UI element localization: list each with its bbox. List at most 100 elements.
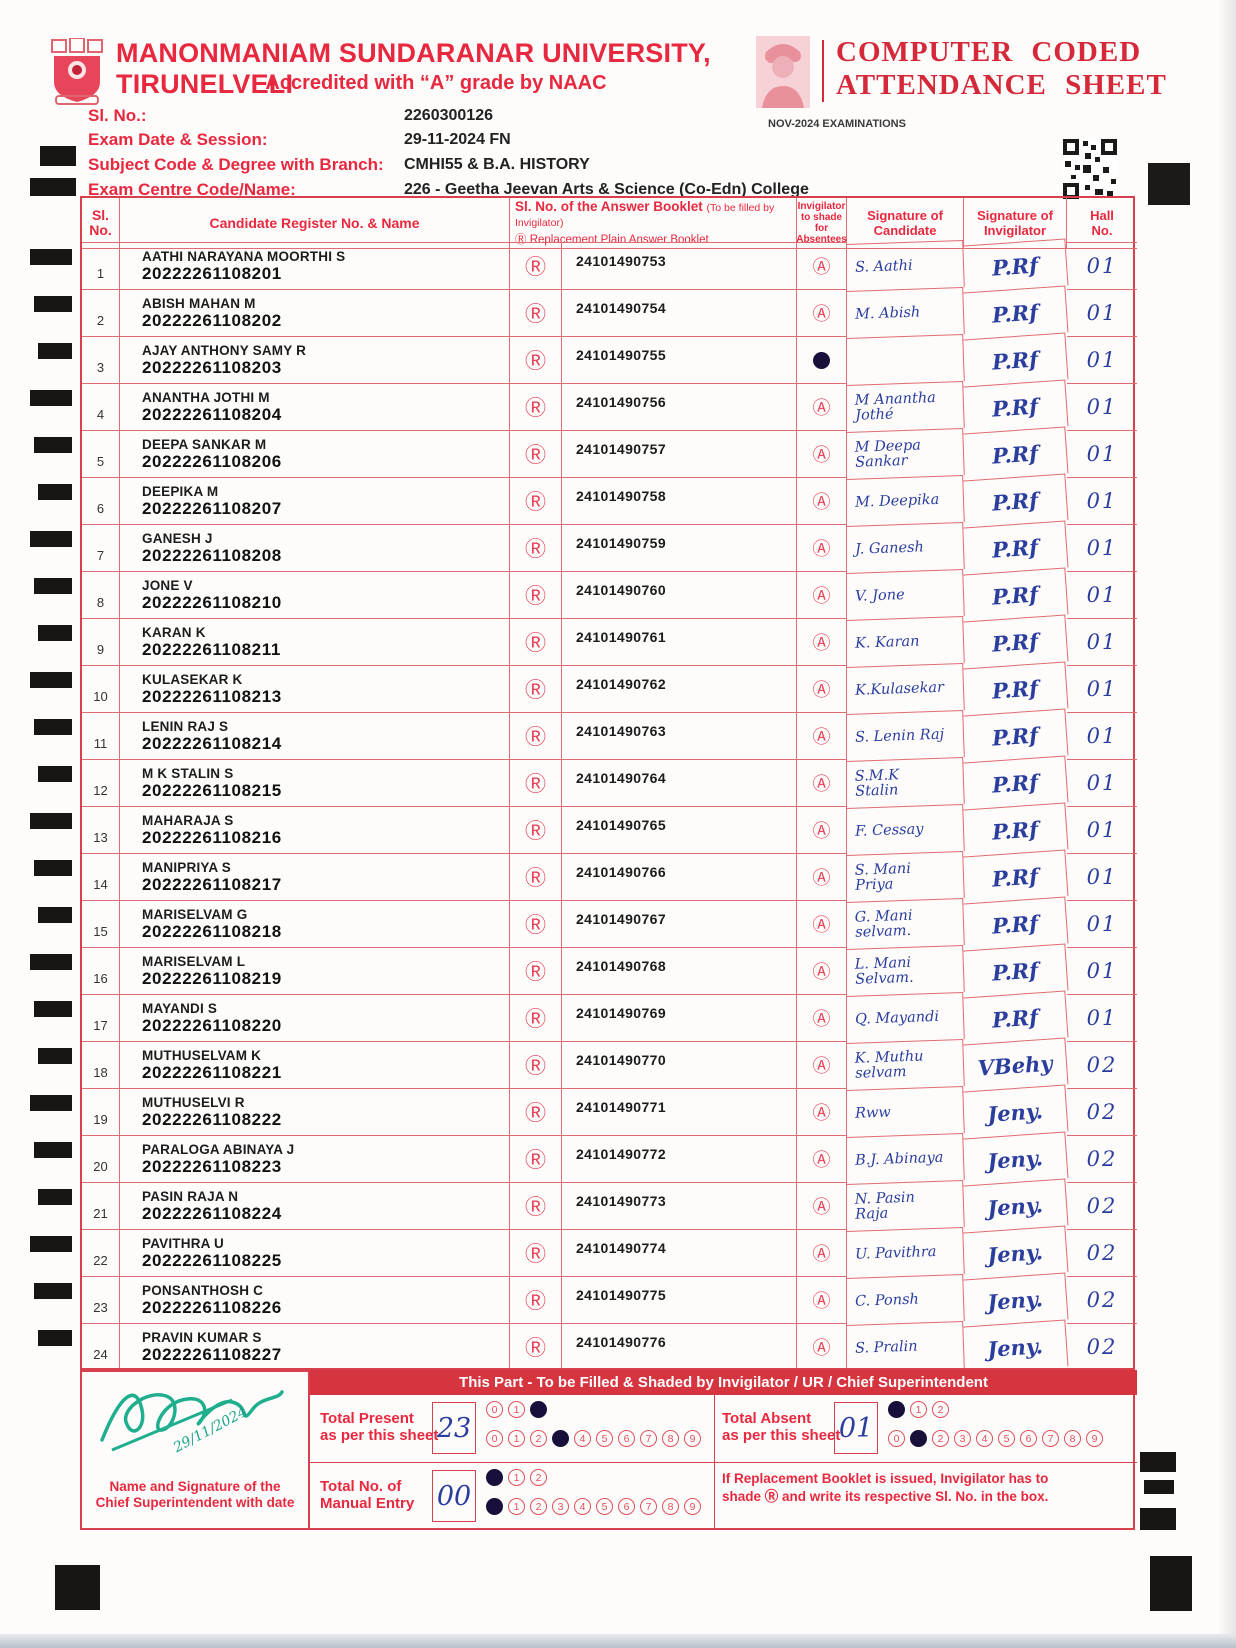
- replacement-shade-cell[interactable]: Ⓡ: [510, 430, 562, 477]
- manual-entry-tens-bubbles[interactable]: 012: [486, 1469, 547, 1486]
- absentee-shade-cell[interactable]: Ⓐ: [797, 712, 847, 759]
- total-absent-tens-bubbles[interactable]: 012: [888, 1401, 949, 1418]
- absentee-shade-cell[interactable]: Ⓐ: [797, 524, 847, 571]
- candidate-name: MAHARAJA S: [142, 812, 234, 828]
- shade-bubble-3[interactable]: 3: [954, 1430, 971, 1447]
- total-absent-units-bubbles[interactable]: 0123456789: [888, 1430, 1103, 1447]
- absentee-shade-cell[interactable]: Ⓐ: [797, 665, 847, 712]
- absentee-shade-cell[interactable]: Ⓐ: [797, 1041, 847, 1088]
- total-present-units-bubbles[interactable]: 0123456789: [486, 1430, 701, 1447]
- replacement-shade-cell[interactable]: Ⓡ: [510, 994, 562, 1041]
- shade-bubble-3[interactable]: 3: [552, 1498, 569, 1515]
- shade-bubble-4[interactable]: 4: [574, 1430, 591, 1447]
- absentee-shade-cell[interactable]: Ⓐ: [797, 1135, 847, 1182]
- manual-entry-value[interactable]: 00: [432, 1470, 476, 1522]
- replacement-shade-cell[interactable]: Ⓡ: [510, 289, 562, 336]
- shade-bubble-4[interactable]: 4: [574, 1498, 591, 1515]
- shade-bubble-4[interactable]: 4: [976, 1430, 993, 1447]
- absentee-shade-cell[interactable]: Ⓐ: [797, 1323, 847, 1370]
- absentee-shade-cell[interactable]: Ⓐ: [797, 430, 847, 477]
- replacement-shade-cell[interactable]: Ⓡ: [510, 1088, 562, 1135]
- replacement-shade-cell[interactable]: Ⓡ: [510, 853, 562, 900]
- absentee-shade-cell[interactable]: Ⓐ: [797, 383, 847, 430]
- replacement-shade-cell[interactable]: Ⓡ: [510, 665, 562, 712]
- hall-no: 01: [1067, 524, 1137, 571]
- replacement-shade-cell[interactable]: Ⓡ: [510, 336, 562, 383]
- absentee-shade-cell[interactable]: Ⓐ: [797, 806, 847, 853]
- replacement-shade-cell[interactable]: Ⓡ: [510, 477, 562, 524]
- replacement-shade-cell[interactable]: Ⓡ: [510, 947, 562, 994]
- shade-bubble-7[interactable]: 7: [640, 1498, 657, 1515]
- replacement-shade-cell[interactable]: Ⓡ: [510, 383, 562, 430]
- shade-bubble-9[interactable]: 9: [684, 1430, 701, 1447]
- shade-bubble-2[interactable]: 2: [530, 1401, 547, 1418]
- absentee-shade-cell[interactable]: Ⓐ: [797, 242, 847, 289]
- shade-bubble-5[interactable]: 5: [596, 1430, 613, 1447]
- absentee-shade-cell[interactable]: Ⓐ: [797, 947, 847, 994]
- replacement-shade-cell[interactable]: Ⓡ: [510, 1135, 562, 1182]
- shade-bubble-6[interactable]: 6: [618, 1430, 635, 1447]
- shade-bubble-0[interactable]: 0: [888, 1430, 905, 1447]
- shade-bubble-0[interactable]: 0: [486, 1430, 503, 1447]
- replacement-shade-cell[interactable]: Ⓡ: [510, 1041, 562, 1088]
- shade-bubble-3[interactable]: 3: [552, 1430, 569, 1447]
- shade-bubble-7[interactable]: 7: [1042, 1430, 1059, 1447]
- shade-bubble-1[interactable]: 1: [910, 1430, 927, 1447]
- shade-bubble-2[interactable]: 2: [530, 1430, 547, 1447]
- replacement-shade-cell[interactable]: Ⓡ: [510, 1182, 562, 1229]
- replacement-shade-cell[interactable]: Ⓡ: [510, 242, 562, 289]
- absentee-shade-cell[interactable]: Ⓐ: [797, 1088, 847, 1135]
- total-present-value[interactable]: 23: [432, 1402, 476, 1454]
- replacement-shade-cell[interactable]: Ⓡ: [510, 571, 562, 618]
- replacement-shade-cell[interactable]: Ⓡ: [510, 1229, 562, 1276]
- absentee-shade-cell[interactable]: Ⓐ: [797, 1276, 847, 1323]
- shade-bubble-2[interactable]: 2: [932, 1430, 949, 1447]
- shade-bubble-8[interactable]: 8: [662, 1498, 679, 1515]
- manual-entry-units-bubbles[interactable]: 0123456789: [486, 1498, 701, 1515]
- replacement-shade-cell[interactable]: Ⓡ: [510, 759, 562, 806]
- absentee-shade-cell[interactable]: Ⓐ: [797, 853, 847, 900]
- shade-bubble-8[interactable]: 8: [1064, 1430, 1081, 1447]
- shade-bubble-9[interactable]: 9: [1086, 1430, 1103, 1447]
- shade-bubble-1[interactable]: 1: [508, 1469, 525, 1486]
- replacement-shade-cell[interactable]: Ⓡ: [510, 900, 562, 947]
- total-absent-value[interactable]: 01: [834, 1402, 878, 1454]
- absentee-shade-cell[interactable]: Ⓐ: [797, 759, 847, 806]
- absentee-shade-cell[interactable]: Ⓐ: [797, 1182, 847, 1229]
- absentee-shade-cell[interactable]: Ⓐ: [797, 289, 847, 336]
- shade-bubble-8[interactable]: 8: [662, 1430, 679, 1447]
- shade-bubble-2[interactable]: 2: [530, 1469, 547, 1486]
- replacement-shade-cell[interactable]: Ⓡ: [510, 712, 562, 759]
- shade-bubble-1[interactable]: 1: [910, 1401, 927, 1418]
- shade-bubble-9[interactable]: 9: [684, 1498, 701, 1515]
- candidate-signature: B.J. Abinaya: [846, 1132, 965, 1185]
- shade-bubble-0[interactable]: 0: [486, 1498, 503, 1515]
- shade-bubble-1[interactable]: 1: [508, 1401, 525, 1418]
- absentee-shade-cell[interactable]: Ⓐ: [797, 336, 847, 383]
- shade-bubble-2[interactable]: 2: [530, 1498, 547, 1515]
- total-present-tens-bubbles[interactable]: 012: [486, 1401, 547, 1418]
- shade-bubble-0[interactable]: 0: [486, 1401, 503, 1418]
- invigilator-signature: P.Rf: [962, 285, 1069, 340]
- shade-bubble-6[interactable]: 6: [1020, 1430, 1037, 1447]
- shade-bubble-2[interactable]: 2: [932, 1401, 949, 1418]
- absentee-shade-cell[interactable]: Ⓐ: [797, 1229, 847, 1276]
- absentee-shade-cell[interactable]: Ⓐ: [797, 477, 847, 524]
- shade-bubble-5[interactable]: 5: [596, 1498, 613, 1515]
- absentee-shade-cell[interactable]: Ⓐ: [797, 900, 847, 947]
- absentee-shade-cell[interactable]: Ⓐ: [797, 994, 847, 1041]
- shade-bubble-1[interactable]: 1: [508, 1498, 525, 1515]
- replacement-shade-cell[interactable]: Ⓡ: [510, 1323, 562, 1370]
- shade-bubble-5[interactable]: 5: [998, 1430, 1015, 1447]
- replacement-shade-cell[interactable]: Ⓡ: [510, 806, 562, 853]
- shade-bubble-7[interactable]: 7: [640, 1430, 657, 1447]
- shade-bubble-0[interactable]: 0: [486, 1469, 503, 1486]
- replacement-shade-cell[interactable]: Ⓡ: [510, 1276, 562, 1323]
- replacement-shade-cell[interactable]: Ⓡ: [510, 618, 562, 665]
- shade-bubble-1[interactable]: 1: [508, 1430, 525, 1447]
- shade-bubble-6[interactable]: 6: [618, 1498, 635, 1515]
- replacement-shade-cell[interactable]: Ⓡ: [510, 524, 562, 571]
- absentee-shade-cell[interactable]: Ⓐ: [797, 571, 847, 618]
- shade-bubble-0[interactable]: 0: [888, 1401, 905, 1418]
- absentee-shade-cell[interactable]: Ⓐ: [797, 618, 847, 665]
